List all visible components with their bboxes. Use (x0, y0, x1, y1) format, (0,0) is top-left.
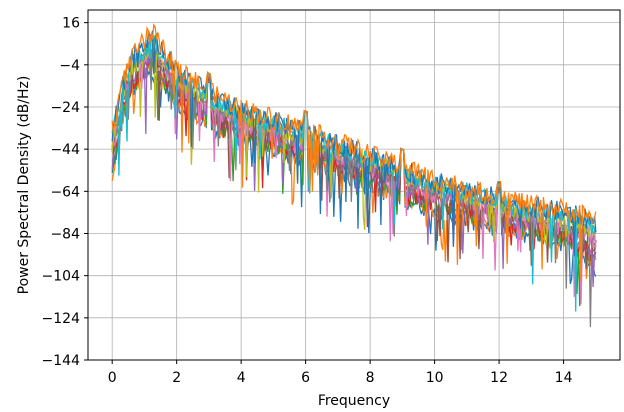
psd-series-line (111, 37, 597, 328)
y-tick-label: −44 (50, 142, 80, 158)
y-tick-label: −84 (50, 226, 80, 242)
y-tick-label: 16 (62, 16, 80, 32)
series-layer (111, 23, 597, 328)
y-tick-label: −64 (50, 184, 80, 200)
y-tick-label: −104 (42, 269, 81, 285)
y-axis-label: Power Spectral Density (dB/Hz) (16, 76, 32, 295)
x-tick-label: 14 (555, 370, 573, 386)
y-tick-label: −124 (42, 311, 81, 327)
x-tick-label: 10 (426, 370, 444, 386)
psd-series-line (111, 23, 597, 282)
x-tick-label: 4 (237, 370, 246, 386)
ticks: 0 2 4 6 8 10 12 14 16 −4 −24 −44 −64 −84 −104 −124 −144 (42, 16, 573, 386)
y-tick-label: −144 (42, 353, 81, 369)
x-tick-label: 0 (108, 370, 117, 386)
x-tick-label: 2 (172, 370, 181, 386)
x-tick-label: 6 (301, 370, 310, 386)
x-tick-label: 12 (490, 370, 508, 386)
x-axis-label: Frequency (318, 393, 390, 409)
y-tick-label: −24 (50, 100, 80, 116)
y-tick-label: −4 (59, 58, 80, 74)
plot-frame (87, 9, 621, 361)
x-tick-label: 8 (366, 370, 375, 386)
psd-series-line (111, 35, 597, 249)
